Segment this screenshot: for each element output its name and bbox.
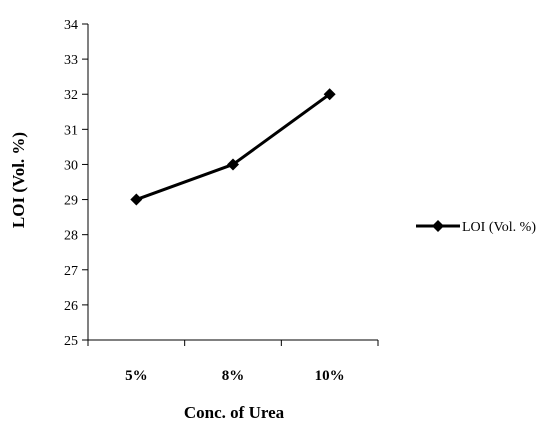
x-axis-title: Conc. of Urea — [184, 403, 285, 422]
y-tick-label: 34 — [64, 18, 78, 33]
data-point-marker — [227, 158, 239, 171]
series-layer — [130, 88, 336, 206]
y-axis-title: LOI (Vol. %) — [9, 132, 28, 228]
x-tick-label: 10% — [315, 368, 345, 384]
x-tick-label: 5% — [125, 368, 148, 384]
series-line — [135, 93, 331, 201]
y-tick-label: 26 — [64, 299, 78, 314]
y-axis: 25 26 27 28 29 30 31 32 33 34 — [64, 18, 89, 349]
x-tick-label: 8% — [222, 368, 245, 384]
y-tick-label: 28 — [64, 229, 78, 244]
legend: LOI (Vol. %) — [416, 220, 536, 235]
legend-diamond-marker — [432, 220, 444, 232]
y-tick-label: 27 — [64, 264, 78, 279]
data-point-marker — [130, 193, 143, 206]
y-tick-label: 30 — [64, 158, 78, 173]
y-tick-label: 32 — [64, 88, 78, 103]
y-tick-label: 25 — [64, 334, 78, 349]
y-tick-label: 31 — [64, 123, 78, 138]
data-point-marker — [323, 88, 336, 101]
y-tick-label: 29 — [64, 194, 78, 209]
y-tick-label: 33 — [64, 53, 78, 68]
legend-label: LOI (Vol. %) — [462, 220, 536, 235]
x-axis: 5% 8% 10% — [87, 339, 379, 384]
